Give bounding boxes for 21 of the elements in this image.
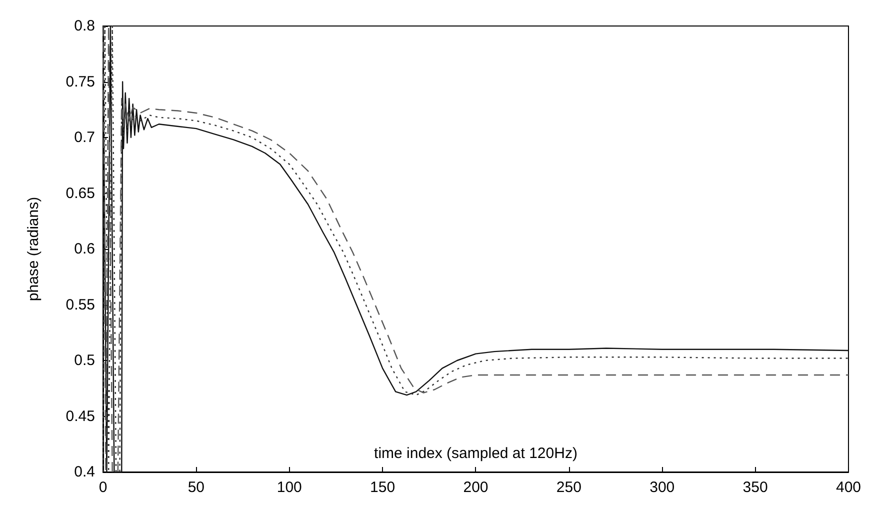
x-tick-label: 50	[188, 479, 205, 496]
x-tick-label: 0	[98, 479, 108, 496]
line-series	[102, 25, 850, 473]
x-tick-label: 100	[276, 479, 302, 496]
y-tick-label: 0.5	[74, 352, 95, 369]
y-tick-label: 0.4	[74, 464, 95, 480]
x-tick-label: 400	[836, 479, 861, 496]
y-tick-label: 0.8	[74, 18, 95, 34]
x-axis-title: time index (sampled at 120Hz)	[374, 445, 578, 462]
y-tick-label: 0.45	[66, 408, 95, 425]
y-tick-label: 0.65	[66, 184, 95, 202]
y-axis-title: phase (radians)	[25, 196, 42, 302]
x-tick-label: 300	[650, 479, 675, 496]
y-tick-label: 0.7	[74, 129, 95, 146]
x-tick-label: 200	[463, 479, 488, 496]
x-tick-label: 250	[556, 479, 582, 496]
y-tick-label: 0.75	[66, 73, 95, 90]
x-tick-label: 350	[742, 479, 768, 496]
y-tick-label: 0.6	[74, 240, 95, 258]
y-tick-label: 0.55	[66, 296, 95, 314]
x-tick-label: 150	[370, 479, 396, 496]
